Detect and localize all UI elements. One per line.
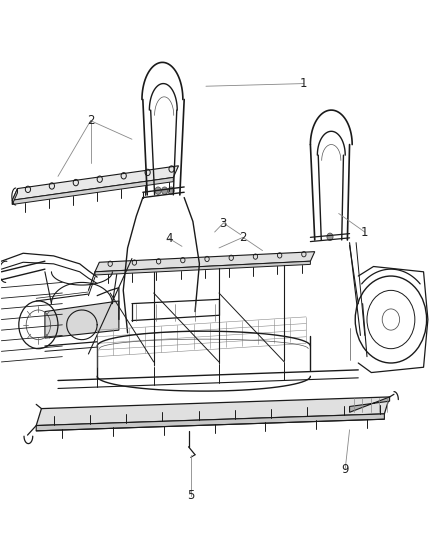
Circle shape <box>162 187 168 195</box>
Text: 1: 1 <box>300 77 307 90</box>
Circle shape <box>168 187 174 195</box>
Text: 2: 2 <box>87 114 94 127</box>
Polygon shape <box>12 189 18 205</box>
Polygon shape <box>36 397 390 425</box>
Polygon shape <box>36 414 385 431</box>
Text: 4: 4 <box>165 232 173 245</box>
Text: 5: 5 <box>187 489 194 502</box>
Polygon shape <box>95 252 315 272</box>
Text: 3: 3 <box>220 216 227 230</box>
Polygon shape <box>45 301 119 338</box>
Text: 2: 2 <box>239 231 247 244</box>
Polygon shape <box>95 261 311 275</box>
Polygon shape <box>350 397 390 413</box>
Text: 1: 1 <box>361 225 368 239</box>
Circle shape <box>327 233 333 240</box>
Polygon shape <box>12 177 173 205</box>
Circle shape <box>155 187 161 195</box>
Text: 9: 9 <box>342 463 349 475</box>
Polygon shape <box>12 166 179 200</box>
